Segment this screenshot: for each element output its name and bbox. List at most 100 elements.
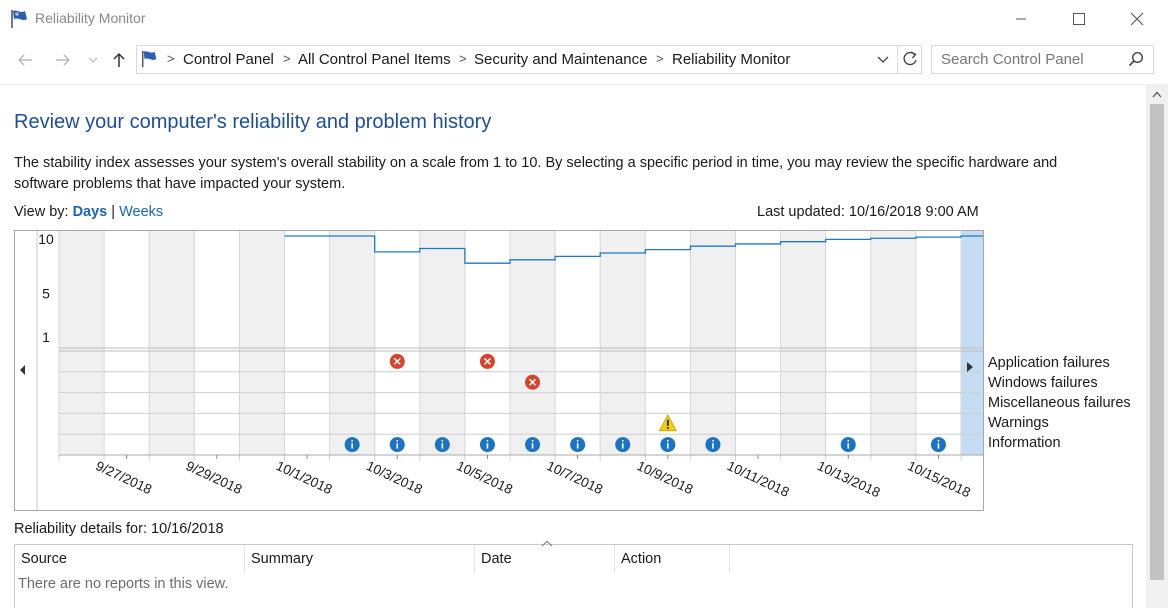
info-icon-mark [712,443,714,449]
day-column[interactable] [284,231,330,455]
x-tick-label: 10/11/2018 [725,458,792,500]
selected-day-column[interactable] [961,231,983,455]
arrow-up-icon [113,52,125,67]
info-icon-dot [937,440,940,442]
search-icon[interactable] [1128,51,1144,67]
vertical-scrollbar[interactable] [1146,84,1168,608]
info-icon-dot [486,440,489,442]
info-icon-mark [576,443,579,449]
info-icon-mark [351,443,353,449]
info-icon-mark [937,443,940,449]
warning-icon-dot [666,427,669,429]
day-column[interactable] [59,231,105,455]
column-header-date[interactable]: Date [475,545,615,573]
error-icon-mark [393,357,401,365]
view-weeks-link[interactable]: Weeks [119,204,164,220]
refresh-icon[interactable] [901,49,919,69]
empty-message: There are no reports in this view. [18,576,229,592]
info-icon-dot [576,440,579,442]
info-icon-mark [396,443,399,449]
minimize-icon [1016,18,1026,20]
day-column[interactable] [735,231,781,455]
breadcrumb-security-maintenance[interactable]: Security and Maintenance [474,51,648,68]
day-column[interactable] [149,231,195,455]
day-column[interactable] [419,231,465,455]
view-by-label: View by: [14,204,69,220]
reliability-chart[interactable]: 10 5 1 9/27/2018 9/29/2018 10/1/2018 10/3/2018… [14,230,984,511]
maximize-button[interactable] [1050,0,1108,38]
breadcrumb-reliability-monitor[interactable]: Reliability Monitor [672,51,791,68]
day-column[interactable] [194,231,240,455]
day-column[interactable] [464,231,510,455]
info-icon-dot [396,440,399,442]
day-column[interactable] [690,231,736,455]
day-column[interactable] [555,231,601,455]
error-icon-mark [529,378,537,386]
info-icon-mark [667,443,669,449]
info-icon-dot [667,440,669,442]
day-column[interactable] [870,231,916,455]
page-title: Review your computer's reliability and p… [14,111,492,133]
x-tick-label: 10/5/2018 [454,458,515,497]
day-column[interactable] [329,231,375,455]
chevron-down-icon[interactable] [877,52,889,66]
info-icon-dot [441,440,444,442]
column-header-action[interactable]: Action [615,545,730,573]
scroll-up-button[interactable] [1146,84,1168,104]
search-box[interactable] [931,45,1154,74]
view-days-link[interactable]: Days [72,204,108,220]
info-icon-dot [621,440,624,442]
close-button[interactable] [1108,0,1166,38]
error-icon-mark [483,357,491,365]
chevron-down-icon [88,57,98,63]
info-icon-mark [531,443,534,449]
breadcrumb-separator[interactable]: > [459,51,467,66]
chart-next-arrow-icon[interactable] [966,361,974,373]
view-by-selector: View by: Days | Weeks [14,204,163,220]
day-column[interactable] [825,231,871,455]
divider [0,84,1146,85]
breadcrumb-separator[interactable]: > [283,51,291,66]
scroll-thumb[interactable] [1150,104,1164,580]
recent-locations-button[interactable] [80,46,106,74]
info-icon-dot [712,440,714,442]
legend-miscellaneous-failures: Miscellaneous failures [988,395,1131,411]
day-column[interactable] [374,231,420,455]
window-title: Reliability Monitor [35,10,146,26]
breadcrumb-all-items[interactable]: All Control Panel Items [298,51,451,68]
chart-prev-arrow-icon[interactable] [20,365,25,375]
back-button[interactable] [12,46,38,74]
x-tick-label: 10/1/2018 [274,458,335,497]
title-bar: Reliability Monitor [0,0,1168,38]
reliability-chart-svg[interactable]: 10 5 1 9/27/2018 9/29/2018 10/1/2018 10/3/2018… [15,231,983,510]
arrow-right-icon [56,54,70,66]
breadcrumb-separator[interactable]: > [656,51,664,66]
day-column[interactable] [104,231,150,455]
address-bar[interactable]: > Control Panel > All Control Panel Item… [136,45,922,74]
day-column[interactable] [780,231,826,455]
y-tick-label: 5 [42,286,50,302]
day-column[interactable] [510,231,556,455]
legend-windows-failures: Windows failures [988,375,1098,391]
minimize-button[interactable] [992,0,1050,38]
forward-button[interactable] [50,46,76,74]
day-column[interactable] [915,231,961,455]
legend-warnings: Warnings [988,415,1049,431]
legend-information: Information [988,435,1061,451]
breadcrumb-separator[interactable]: > [167,51,175,66]
column-header-source[interactable]: Source [15,545,245,573]
details-table[interactable]: Source Summary Date Action There are no … [14,540,1133,608]
up-button[interactable] [106,46,132,74]
breadcrumb-control-panel[interactable]: Control Panel [183,51,274,68]
info-icon-mark [621,443,624,449]
search-input[interactable] [941,51,1121,68]
column-header-summary[interactable]: Summary [245,545,475,573]
day-column[interactable] [239,231,285,455]
x-tick-label: 10/15/2018 [905,458,973,500]
y-tick-label: 10 [38,231,54,247]
arrow-left-icon [18,54,32,66]
day-column[interactable] [600,231,646,455]
info-icon-mark [847,443,850,449]
flag-icon [11,10,27,28]
x-tick-label: 10/9/2018 [635,458,696,497]
